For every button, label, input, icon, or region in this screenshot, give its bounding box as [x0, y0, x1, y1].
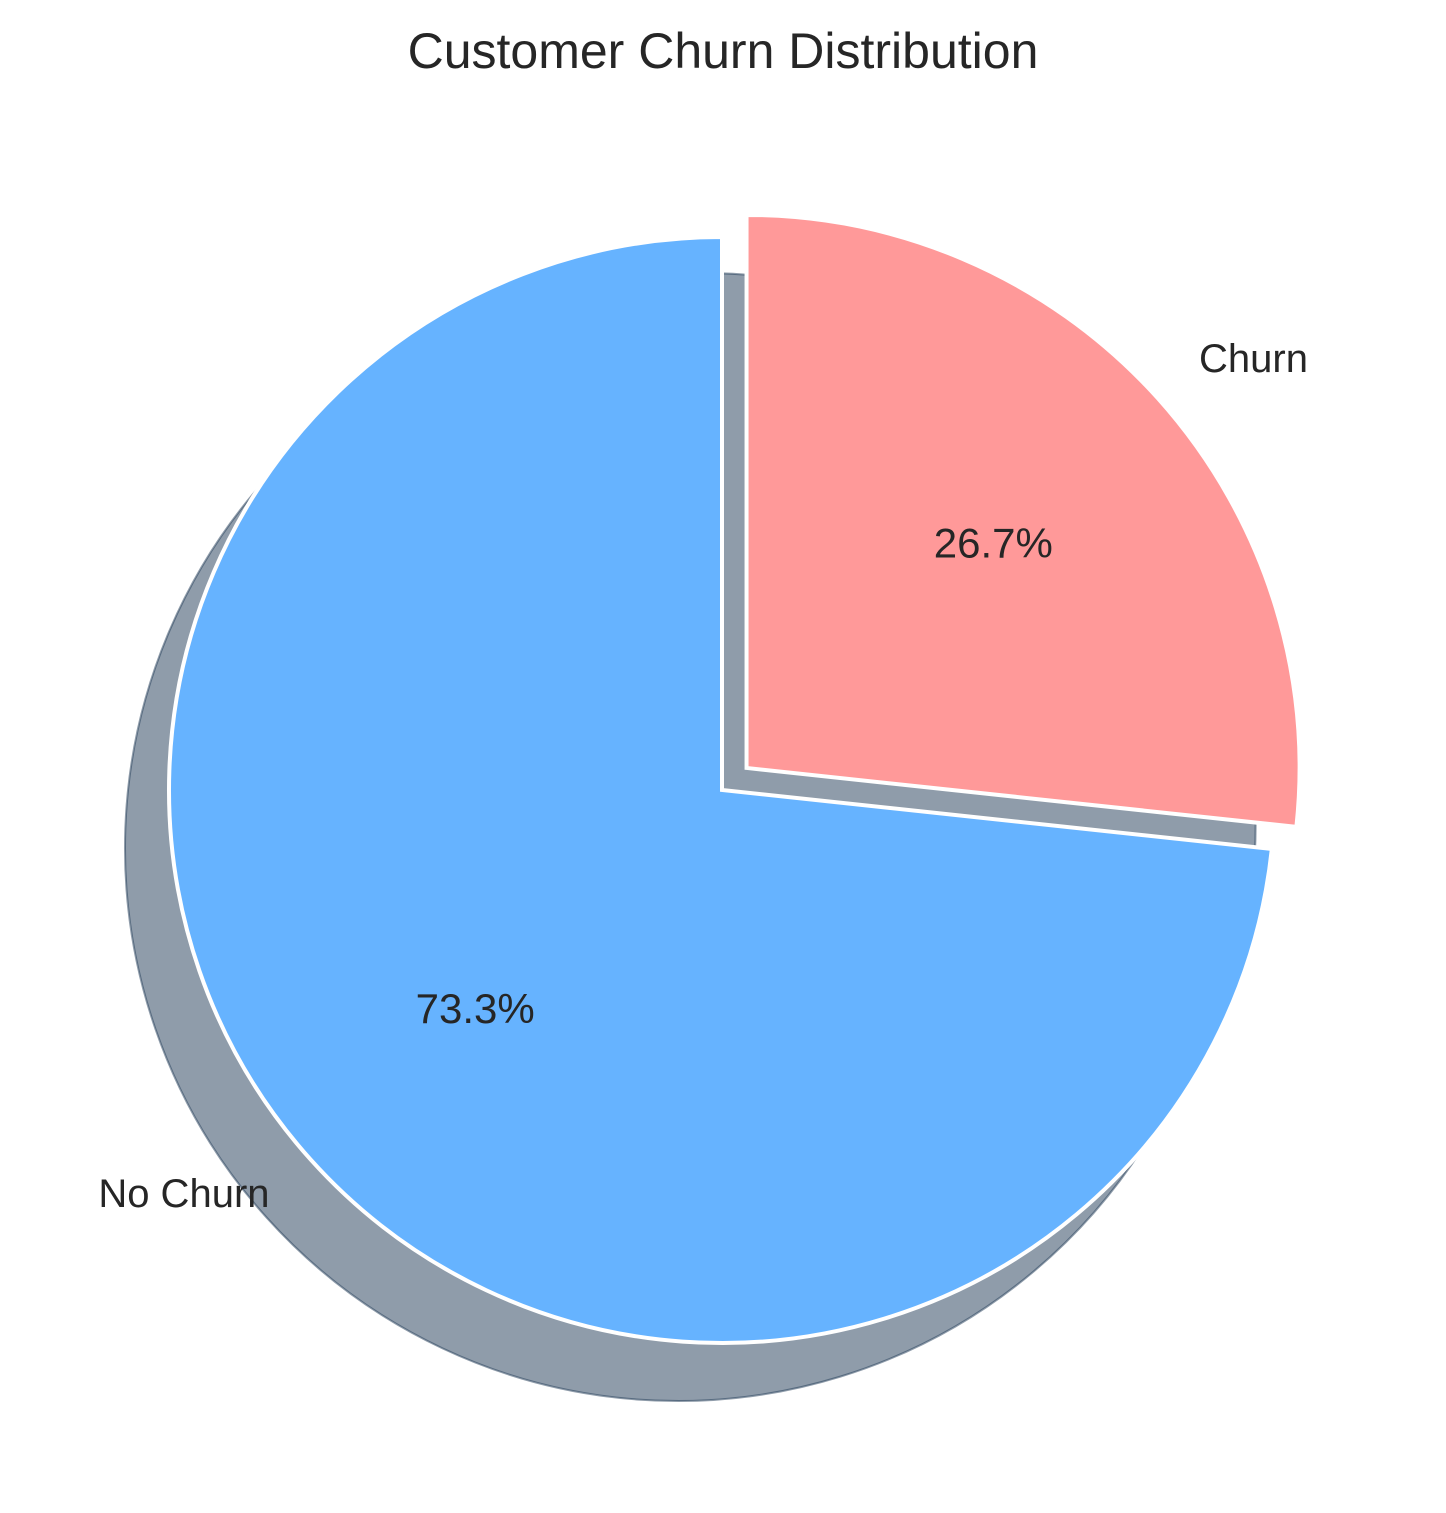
slice-label-churn: Churn [1199, 337, 1308, 381]
slice-percent-no-churn: 73.3% [416, 985, 535, 1032]
slice-percent-churn: 26.7% [934, 519, 1053, 566]
pie-slice-churn [744, 212, 1302, 830]
slice-layer [167, 212, 1302, 1345]
pie-slice-no-churn [167, 234, 1275, 1345]
chart-title: Customer Churn Distribution [407, 23, 1039, 79]
label-layer: No Churn 73.3% Churn 26.7% [98, 337, 1308, 1216]
slice-label-no-churn: No Churn [98, 1172, 269, 1216]
